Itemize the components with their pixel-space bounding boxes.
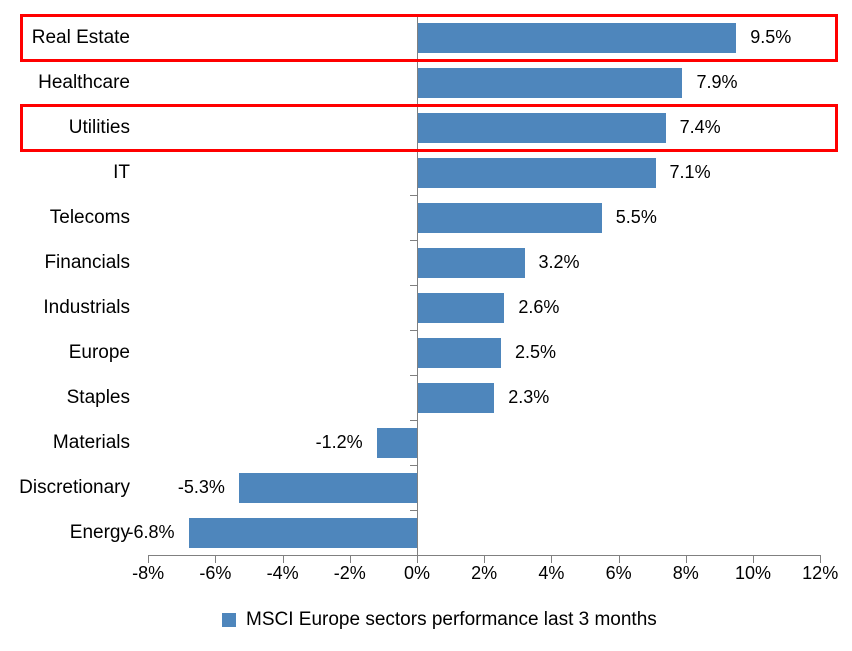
x-axis-tick [417, 555, 418, 563]
bar [417, 292, 505, 323]
category-axis-tick [410, 555, 417, 556]
value-label: 2.6% [518, 297, 560, 317]
bar [417, 202, 602, 233]
value-label: -1.2% [315, 432, 363, 452]
category-axis-tick [410, 240, 417, 241]
bar [417, 382, 495, 413]
category-label: Healthcare [38, 72, 130, 93]
x-axis-tick [148, 555, 150, 563]
category-label: IT [113, 162, 130, 183]
value-label: -6.8% [127, 522, 175, 542]
value-label: 7.1% [669, 162, 711, 182]
category-label: Staples [66, 387, 130, 408]
category-label: Materials [52, 432, 130, 453]
category-axis-tick [410, 60, 417, 61]
category-axis-tick [410, 15, 417, 16]
value-label: 2.3% [508, 387, 550, 407]
bar [417, 112, 666, 143]
category-axis-tick [410, 510, 417, 511]
x-axis-tick [753, 555, 754, 563]
x-axis-tick [685, 555, 687, 563]
category-label: Europe [68, 342, 130, 363]
x-tick-label: 12% [802, 563, 839, 583]
x-tick-label: -2% [333, 563, 366, 583]
category-label: Real Estate [31, 27, 130, 48]
x-axis-tick [349, 555, 351, 563]
bar [417, 67, 683, 98]
x-tick-label: 2% [471, 563, 498, 583]
y-axis-line [417, 15, 418, 555]
value-label: 9.5% [750, 27, 792, 47]
value-label: 7.4% [679, 117, 721, 137]
bar [417, 157, 656, 188]
category-label: Industrials [43, 297, 130, 318]
category-axis-tick [410, 105, 417, 106]
legend-marker-icon [222, 613, 236, 627]
x-tick-label: 10% [734, 563, 772, 583]
bar [188, 517, 417, 548]
category-axis-tick [410, 420, 417, 421]
bar [238, 472, 417, 503]
x-axis-tick [282, 555, 284, 563]
x-tick-label: 0% [403, 563, 430, 583]
category-axis-tick [410, 195, 417, 196]
x-tick-label: -6% [199, 563, 232, 583]
x-axis-tick [215, 555, 217, 563]
bar [417, 22, 737, 53]
category-label: Utilities [68, 117, 130, 138]
x-tick-label: 8% [672, 563, 699, 583]
category-label: Telecoms [49, 207, 130, 228]
value-label: 5.5% [615, 207, 657, 227]
category-label: Energy [69, 522, 130, 543]
x-axis-tick [820, 555, 822, 563]
x-axis-tick [484, 555, 486, 563]
bar [417, 247, 525, 278]
value-label: 7.9% [696, 72, 738, 92]
x-tick-label: 4% [538, 563, 565, 583]
category-axis-tick [410, 375, 417, 376]
category-axis-tick [410, 330, 417, 331]
category-label: Financials [44, 252, 130, 273]
category-axis-tick [410, 150, 417, 151]
category-axis-tick [410, 465, 417, 466]
category-axis-tick [410, 285, 417, 286]
category-label: Discretionary [19, 477, 130, 498]
value-label: 3.2% [538, 252, 580, 272]
legend: MSCI Europe sectors performance last 3 m… [222, 609, 657, 631]
bar [417, 337, 501, 368]
x-tick-label: 6% [605, 563, 632, 583]
legend-label: MSCI Europe sectors performance last 3 m… [246, 609, 657, 630]
x-axis-tick [551, 555, 553, 563]
x-axis-tick [618, 555, 620, 563]
value-label: -5.3% [177, 477, 225, 497]
x-tick-label: -4% [266, 563, 299, 583]
x-tick-label: -8% [132, 563, 165, 583]
value-label: 2.5% [515, 342, 557, 362]
bar [376, 427, 417, 458]
